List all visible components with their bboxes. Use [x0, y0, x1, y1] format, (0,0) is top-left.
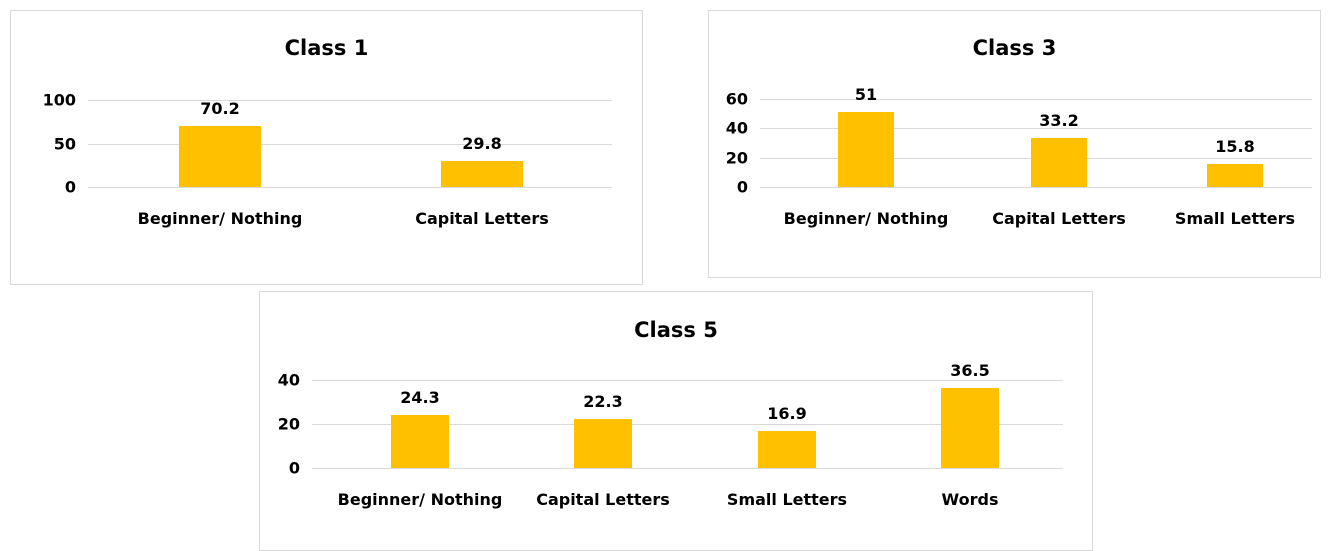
chart-title: Class 5 [634, 318, 718, 342]
bar [1031, 138, 1087, 187]
bar [1207, 163, 1263, 187]
x-tick-label: Beginner/ Nothing [137, 209, 303, 228]
data-label: 70.2 [200, 98, 240, 118]
x-tick-label: Small Letters [1174, 209, 1296, 228]
x-tick-label: Beginner/ Nothing [337, 490, 503, 509]
data-label: 22.3 [583, 391, 623, 411]
x-tick-label: Beginner/ Nothing [783, 209, 949, 228]
y-tick-label: 0 [288, 458, 300, 478]
grid-line [88, 143, 612, 145]
y-tick-label: 40 [277, 370, 300, 390]
y-tick-label: 0 [64, 177, 76, 197]
y-tick-label: 40 [725, 118, 748, 138]
data-label: 15.8 [1215, 136, 1255, 156]
y-tick-label: 50 [53, 134, 76, 153]
y-tick-label: 20 [725, 148, 748, 168]
y-tick-label: 60 [725, 89, 748, 109]
x-tick-label: Small Letters [726, 490, 848, 509]
bar [574, 418, 632, 468]
bar [441, 161, 523, 187]
data-label: 51 [854, 85, 878, 105]
bar [391, 414, 449, 468]
y-tick-label: 100 [42, 90, 76, 110]
bar [941, 387, 999, 468]
data-label: 24.3 [400, 387, 440, 407]
bar [758, 430, 816, 468]
grid-line [88, 100, 612, 101]
chart-title: Class 1 [284, 36, 369, 60]
data-label: 16.9 [767, 403, 807, 423]
grid-line [88, 187, 612, 188]
x-tick-label: Capital Letters [992, 209, 1126, 228]
data-label: 33.2 [1039, 111, 1079, 131]
grid-line [312, 424, 1063, 425]
data-label: 36.5 [950, 360, 990, 380]
chart-title: Class 3 [972, 36, 1057, 60]
x-tick-label: Capital Letters [415, 209, 549, 228]
y-tick-label: 0 [736, 177, 748, 197]
bar [179, 125, 261, 187]
grid-line [312, 468, 1063, 469]
data-label: 29.8 [462, 134, 502, 154]
y-tick-label: 20 [277, 414, 300, 434]
grid-line [760, 187, 1312, 188]
x-tick-label: Words [941, 490, 999, 509]
bar [838, 112, 894, 187]
chart-frame [10, 10, 643, 285]
grid-line [312, 380, 1063, 381]
grid-line [760, 128, 1312, 130]
x-tick-label: Capital Letters [536, 490, 670, 509]
chart-frame [708, 10, 1321, 278]
grid-line [760, 99, 1312, 100]
